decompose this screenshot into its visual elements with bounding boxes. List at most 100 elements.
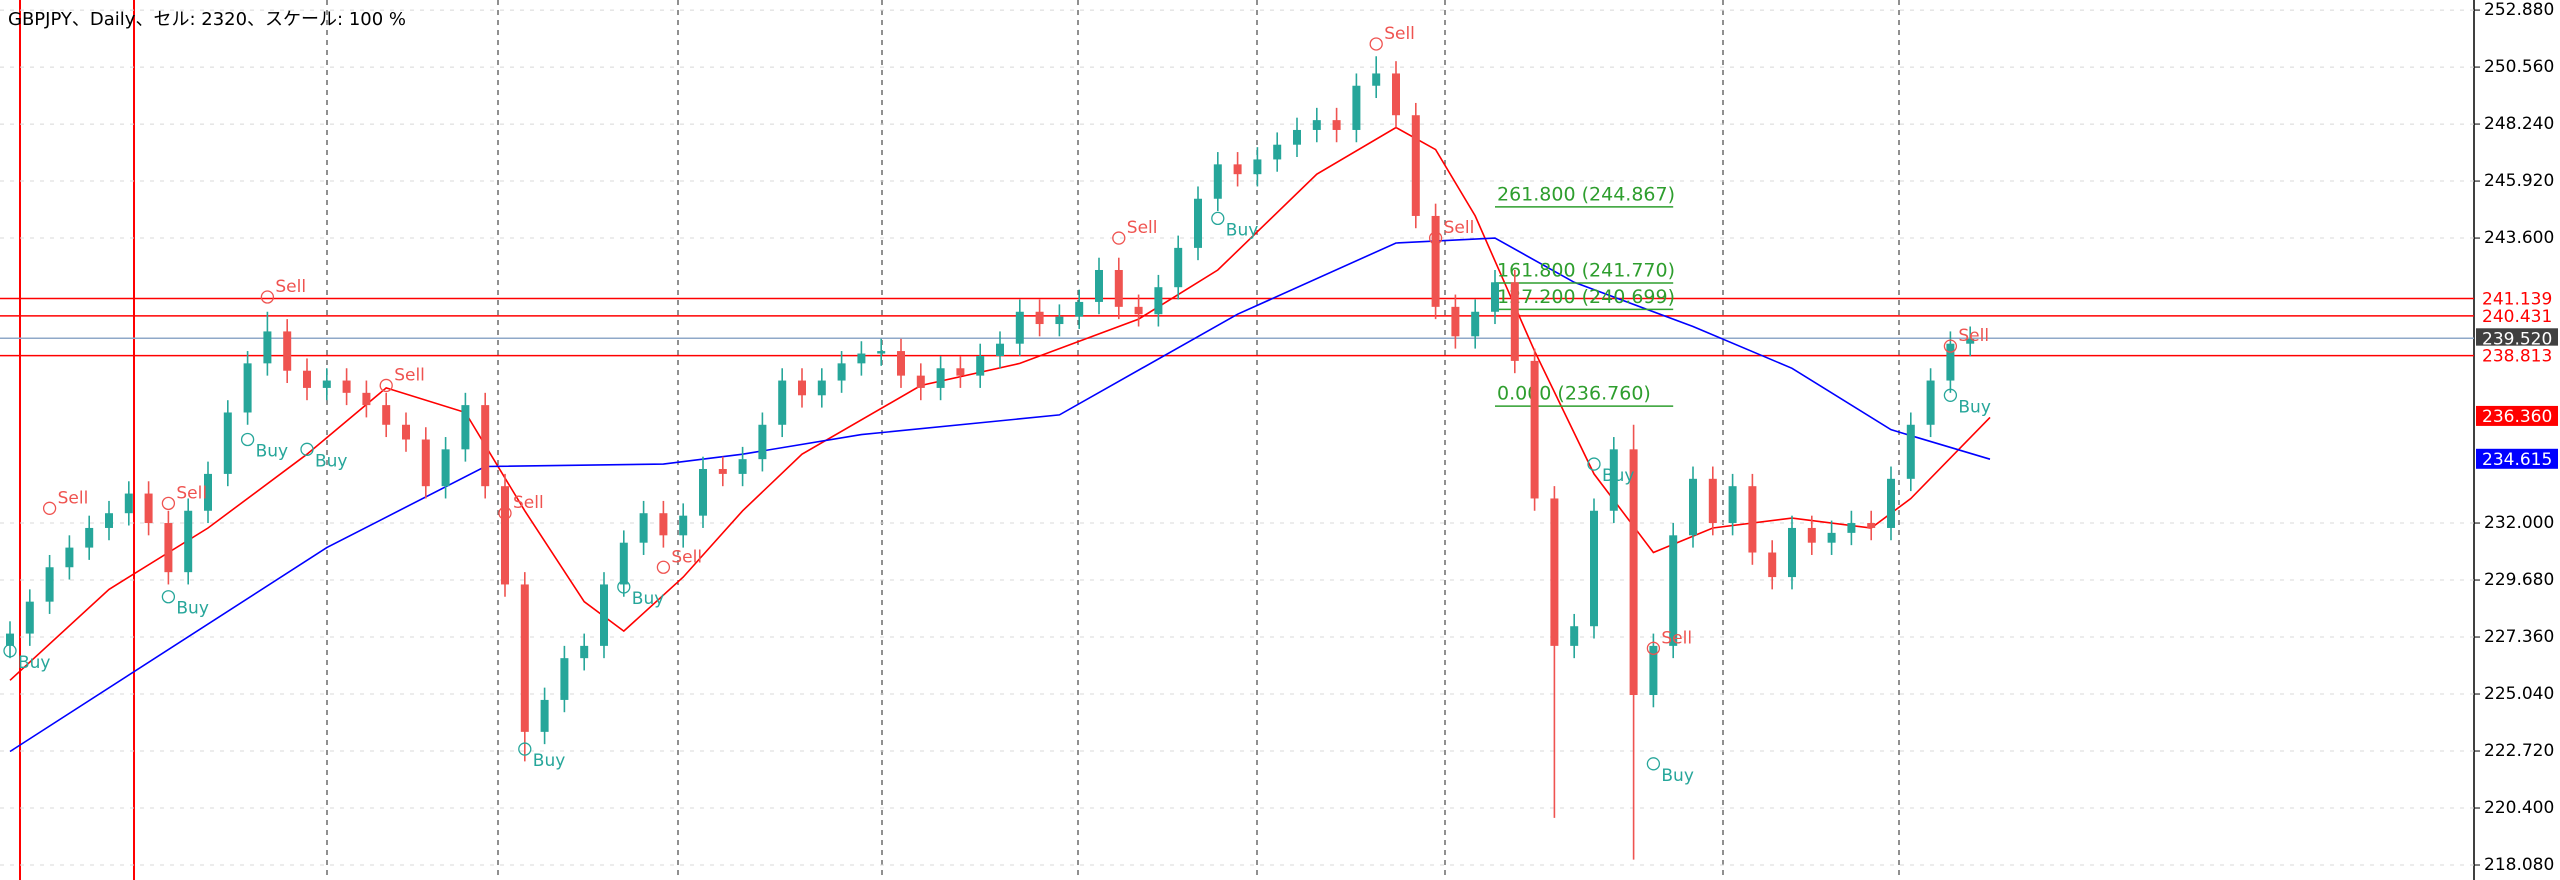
signal-marker xyxy=(161,496,176,511)
signal-marker xyxy=(1369,37,1383,51)
candle-body xyxy=(817,380,826,396)
candle-body xyxy=(897,351,905,376)
candle-body xyxy=(1253,159,1262,175)
fibo-label: 161.800 (241.770) xyxy=(1497,260,1675,282)
candle-body xyxy=(659,513,668,536)
signal-marker xyxy=(1943,388,1958,402)
signal-label: Sell xyxy=(58,488,89,508)
candle-body xyxy=(144,493,153,524)
signal-label: Buy xyxy=(18,653,51,673)
candle-body xyxy=(124,493,133,514)
y-tick-label: 243.600 xyxy=(2484,228,2554,248)
signal-label: Buy xyxy=(315,451,348,471)
candle-body xyxy=(699,468,707,516)
candle-body xyxy=(1392,73,1400,116)
candle-body xyxy=(441,449,450,487)
candle-body xyxy=(1906,424,1915,479)
candle-body xyxy=(1471,311,1480,337)
candle-body xyxy=(1352,85,1361,130)
candle-body xyxy=(105,513,113,528)
signal-label: Buy xyxy=(632,589,665,609)
candle-body xyxy=(1451,306,1460,337)
candle-body xyxy=(1689,478,1697,536)
y-tick-label: 227.360 xyxy=(2484,627,2554,647)
candle-body xyxy=(283,331,292,371)
candle-body xyxy=(1590,510,1598,627)
signal-label: Buy xyxy=(1958,397,1991,417)
candle-body xyxy=(342,380,351,393)
candle-body xyxy=(1293,129,1301,145)
candle-body xyxy=(1095,269,1103,302)
signal-label: Buy xyxy=(1602,466,1635,486)
candle-body xyxy=(758,424,767,460)
level-label: 234.615 xyxy=(2482,450,2552,470)
y-tick-label: 252.880 xyxy=(2484,0,2554,20)
candle-body xyxy=(1134,306,1143,315)
y-tick-label: 250.560 xyxy=(2484,57,2554,77)
y-tick-label: 218.080 xyxy=(2484,855,2554,875)
candle-body xyxy=(184,510,193,573)
signal-label: Buy xyxy=(256,442,289,462)
y-tick-label: 248.240 xyxy=(2484,114,2554,134)
signal-label: Buy xyxy=(1226,220,1259,240)
candle-body xyxy=(1847,523,1856,533)
signal-marker xyxy=(3,644,17,658)
candle-body xyxy=(1867,523,1876,528)
y-tick-label: 220.400 xyxy=(2484,798,2554,818)
candle-body xyxy=(600,584,608,646)
candle-body xyxy=(1649,645,1658,696)
candle-body xyxy=(65,547,74,568)
signal-marker xyxy=(1587,457,1601,471)
candle-body xyxy=(976,355,985,376)
candle-body xyxy=(263,331,272,364)
signal-label: Buy xyxy=(533,751,566,771)
signal-marker xyxy=(161,590,176,604)
candle-body xyxy=(1233,164,1242,175)
candle-body xyxy=(1570,626,1579,646)
y-tick-label: 222.720 xyxy=(2484,741,2554,761)
candle-body xyxy=(362,392,371,406)
candle-body xyxy=(1966,338,1975,344)
candle-body xyxy=(1055,316,1064,325)
candle-body xyxy=(837,363,846,381)
fibo-label: 127.200 (240.699) xyxy=(1497,286,1675,308)
candle-body xyxy=(580,645,589,659)
level-label-box xyxy=(2476,305,2558,326)
signal-marker xyxy=(1646,641,1661,655)
moving-average xyxy=(9,237,1991,753)
candle-body xyxy=(1550,498,1559,646)
candle-body xyxy=(619,542,628,585)
candle-body xyxy=(164,523,173,573)
candle-body xyxy=(1114,269,1123,307)
candle-body xyxy=(322,380,331,388)
signal-label: Sell xyxy=(1958,326,1989,346)
period-separators xyxy=(326,0,1900,880)
candle-body xyxy=(1768,552,1777,578)
candle-body xyxy=(1748,486,1757,553)
signal-label: Sell xyxy=(275,277,306,297)
level-label: 239.520 xyxy=(2482,329,2552,349)
candle-body xyxy=(1213,164,1222,199)
candle-body xyxy=(639,513,648,543)
candle-body xyxy=(1887,478,1895,528)
candle-body xyxy=(303,370,311,388)
signal-marker xyxy=(379,378,393,393)
chart-title: GBPJPY、Daily、セル: 2320、スケール: 100 % xyxy=(8,9,406,30)
level-label-box xyxy=(2476,288,2558,309)
y-tick-label: 229.680 xyxy=(2484,570,2554,590)
signal-marker xyxy=(1211,211,1225,226)
y-tick-label: 245.920 xyxy=(2484,171,2554,191)
candle-body xyxy=(1332,120,1341,130)
y-tick-label: 232.000 xyxy=(2484,513,2554,533)
candle-body xyxy=(520,584,529,732)
signal-marker xyxy=(518,742,532,756)
level-label-box xyxy=(2476,345,2558,366)
fibo-label: 0.000 (236.760) xyxy=(1497,383,1651,405)
candle-body xyxy=(857,353,866,364)
candle-body xyxy=(1827,532,1836,543)
y-tick-label: 225.040 xyxy=(2484,684,2554,704)
candle-body xyxy=(540,699,549,732)
signal-marker xyxy=(300,442,314,456)
candle-body xyxy=(1174,247,1183,288)
signal-marker xyxy=(240,432,255,447)
